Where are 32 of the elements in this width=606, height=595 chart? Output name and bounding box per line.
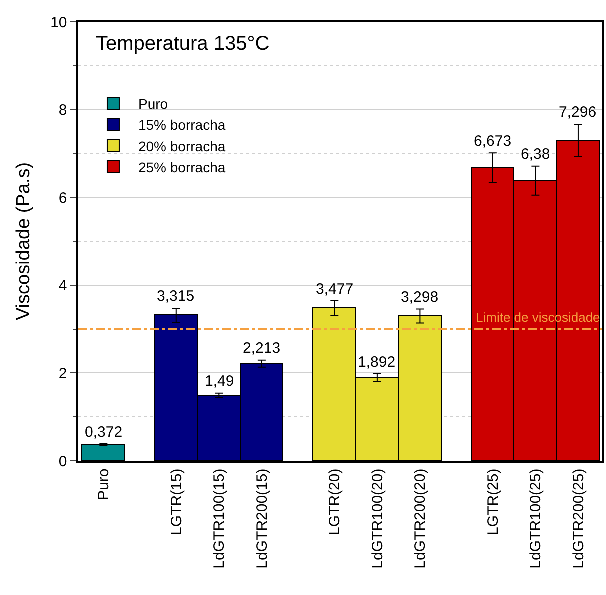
x-tick-label: LGTR(20) — [326, 468, 344, 536]
x-tick-label: LdGTR100(20) — [369, 468, 386, 569]
x-tick-label: LdGTR200(15) — [254, 468, 271, 569]
legend-label: 15% borracha — [138, 117, 226, 134]
data-label: 0,372 — [85, 424, 123, 441]
y-tick-label: 6 — [58, 190, 68, 207]
x-tick-label: LdGTR100(25) — [528, 468, 545, 569]
data-label: 3,298 — [401, 289, 439, 306]
legend-label: 20% borracha — [138, 138, 226, 154]
data-label: 6,673 — [474, 133, 512, 150]
data-label: 1,892 — [358, 354, 396, 371]
y-tick-label: 4 — [58, 278, 68, 295]
y-tick-label: 2 — [58, 365, 68, 382]
x-tick-label: LdGTR200(25) — [570, 468, 588, 569]
y-axis-title: Viscosidade (Pa.s) — [14, 162, 34, 321]
x-tick-label: LGTR(15) — [168, 468, 186, 536]
legend-label: 25% borracha — [138, 160, 226, 176]
y-tick-label: 0 — [58, 453, 68, 470]
x-tick-label: LdGTR100(15) — [211, 468, 228, 569]
x-tick-label: Puro — [96, 468, 113, 500]
data-label: 6,38 — [521, 146, 550, 163]
data-label: 1,49 — [205, 373, 234, 390]
data-label: 7,296 — [559, 104, 597, 121]
data-label: 3,315 — [157, 288, 195, 305]
legend-label: Puro — [138, 96, 168, 112]
y-tick-label: 8 — [58, 102, 68, 120]
x-tick-label: LdGTR200(20) — [412, 468, 430, 569]
text: Temperatura 135°C — [96, 33, 270, 55]
data-label: 2,213 — [243, 340, 281, 357]
data-label: 3,477 — [316, 281, 354, 298]
y-tick-label: 10 — [50, 14, 68, 32]
x-tick-label: LGTR(25) — [484, 468, 502, 536]
